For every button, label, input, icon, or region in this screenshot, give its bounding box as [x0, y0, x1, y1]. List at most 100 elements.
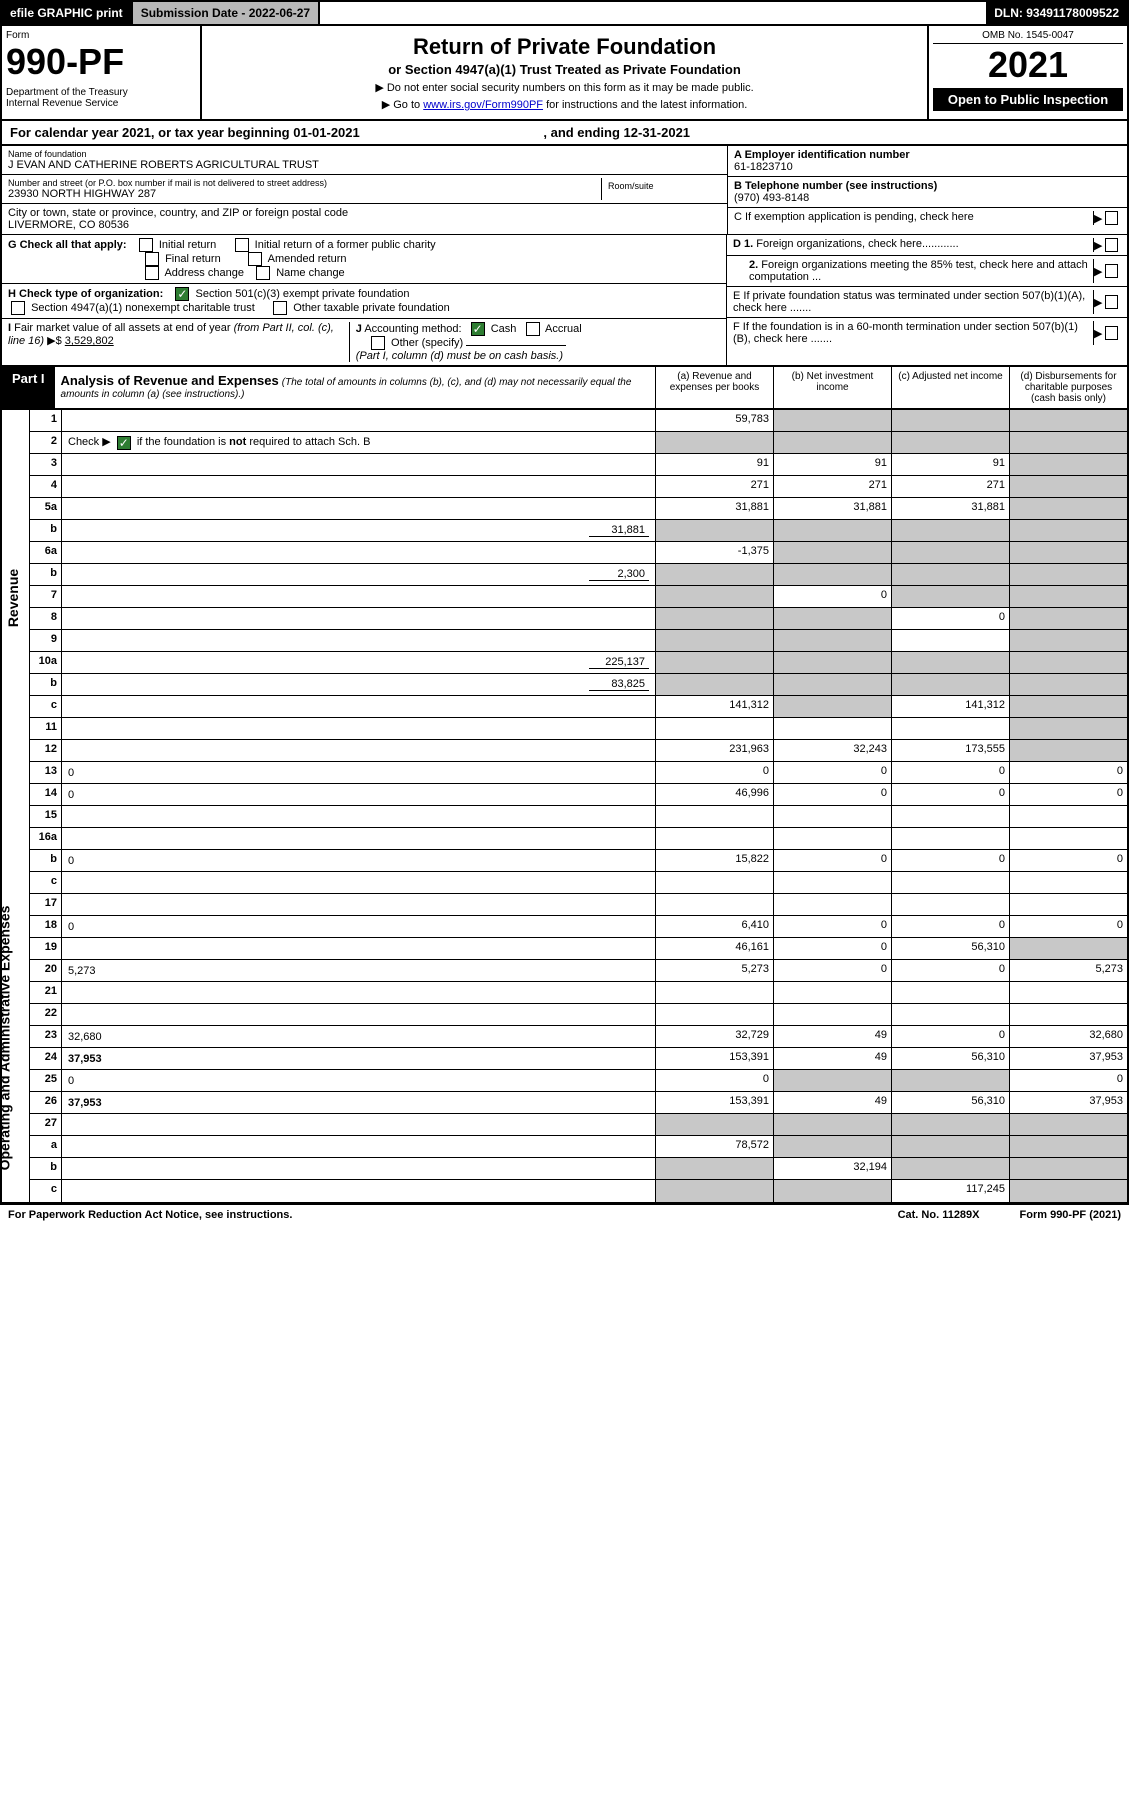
foundation-address: 23930 NORTH HIGHWAY 287: [8, 188, 601, 200]
g-initial-return[interactable]: [139, 238, 153, 252]
col-c-value: [891, 872, 1009, 893]
col-d-value: [1009, 652, 1127, 673]
g-address-change[interactable]: [145, 266, 159, 280]
col-d-value: 0: [1009, 762, 1127, 783]
line-number: 13: [30, 762, 62, 783]
col-b-value: [773, 872, 891, 893]
line-number: c: [30, 696, 62, 717]
col-a-value: 6,410: [655, 916, 773, 937]
line-number: 17: [30, 894, 62, 915]
col-a-value: -1,375: [655, 542, 773, 563]
table-row: 80: [30, 608, 1127, 630]
col-b-head: (b) Net investment income: [773, 367, 891, 408]
c-checkbox[interactable]: [1105, 211, 1118, 225]
footer-cat: Cat. No. 11289X: [898, 1209, 980, 1221]
col-a-value: [655, 674, 773, 695]
col-b-value: 271: [773, 476, 891, 497]
table-row: 16a: [30, 828, 1127, 850]
g-amended-return[interactable]: [248, 252, 262, 266]
col-d-value: [1009, 564, 1127, 585]
ein-row: A Employer identification number 61-1823…: [728, 146, 1127, 177]
schb-checkbox[interactable]: [117, 436, 131, 450]
col-d-value: 0: [1009, 1070, 1127, 1091]
line-desc: 2,300: [62, 564, 655, 585]
line-desc: [62, 1136, 655, 1157]
col-c-value: [891, 542, 1009, 563]
line-desc: [62, 718, 655, 739]
g-row: G Check all that apply: Initial return I…: [2, 235, 726, 284]
line-desc: [62, 608, 655, 629]
j-cash[interactable]: [471, 322, 485, 336]
g-initial-former[interactable]: [235, 238, 249, 252]
table-row: 1946,161056,310: [30, 938, 1127, 960]
table-row: b83,825: [30, 674, 1127, 696]
col-b-value: [773, 1136, 891, 1157]
col-b-value: 0: [773, 916, 891, 937]
instr-2: ▶ Go to www.irs.gov/Form990PF for instru…: [210, 98, 919, 111]
line-desc: [62, 806, 655, 827]
col-d-value: 0: [1009, 916, 1127, 937]
j-other[interactable]: [371, 336, 385, 350]
table-row: 1300000: [30, 762, 1127, 784]
col-c-value: [891, 1158, 1009, 1179]
line-desc: [62, 542, 655, 563]
table-row: b2,300: [30, 564, 1127, 586]
col-d-value: [1009, 454, 1127, 475]
col-d-value: [1009, 1158, 1127, 1179]
col-a-value: 46,996: [655, 784, 773, 805]
col-a-value: 91: [655, 454, 773, 475]
col-d-value: [1009, 542, 1127, 563]
line-desc: 37,953: [62, 1048, 655, 1069]
col-d-head: (d) Disbursements for charitable purpose…: [1009, 367, 1127, 408]
instr-1: ▶ Do not enter social security numbers o…: [210, 81, 919, 94]
g-final-return[interactable]: [145, 252, 159, 266]
col-b-value: [773, 674, 891, 695]
dept-label: Department of the TreasuryInternal Reven…: [6, 87, 196, 109]
line-number: c: [30, 1180, 62, 1202]
form-id-block: Form 990-PF Department of the TreasuryIn…: [2, 26, 202, 119]
part1-table: Revenue Operating and Administrative Exp…: [0, 410, 1129, 1204]
col-b-value: 49: [773, 1026, 891, 1047]
line-number: 8: [30, 608, 62, 629]
e-checkbox[interactable]: [1105, 295, 1118, 309]
line-desc: 32,680: [62, 1026, 655, 1047]
line-number: 9: [30, 630, 62, 651]
check-block: G Check all that apply: Initial return I…: [0, 235, 1129, 367]
table-row: 5a31,88131,88131,881: [30, 498, 1127, 520]
col-a-value: [655, 982, 773, 1003]
col-c-value: 0: [891, 762, 1009, 783]
d1-checkbox[interactable]: [1105, 238, 1118, 252]
col-c-value: [891, 1004, 1009, 1025]
col-d-value: [1009, 740, 1127, 761]
col-c-value: 91: [891, 454, 1009, 475]
form-subtitle: or Section 4947(a)(1) Trust Treated as P…: [210, 62, 919, 77]
part1-header: Part I Analysis of Revenue and Expenses …: [0, 367, 1129, 410]
address-row: Number and street (or P.O. box number if…: [2, 175, 727, 204]
d2-checkbox[interactable]: [1105, 264, 1118, 278]
line-number: 18: [30, 916, 62, 937]
j-accrual[interactable]: [526, 322, 540, 336]
dln-label: DLN: 93491178009522: [986, 2, 1127, 24]
col-c-value: [891, 630, 1009, 651]
tax-year: 2021: [933, 44, 1123, 86]
h-4947a1[interactable]: [11, 301, 25, 315]
h-other-taxable[interactable]: [273, 301, 287, 315]
col-c-value: 56,310: [891, 1092, 1009, 1113]
f-checkbox[interactable]: [1105, 326, 1118, 340]
col-c-value: 141,312: [891, 696, 1009, 717]
col-b-value: [773, 542, 891, 563]
line-desc: [62, 1180, 655, 1202]
g-name-change[interactable]: [256, 266, 270, 280]
col-a-value: 32,729: [655, 1026, 773, 1047]
line-number: 3: [30, 454, 62, 475]
h-501c3[interactable]: [175, 287, 189, 301]
line-number: 24: [30, 1048, 62, 1069]
irs-link[interactable]: www.irs.gov/Form990PF: [423, 99, 543, 111]
line-number: 7: [30, 586, 62, 607]
col-a-value: 46,161: [655, 938, 773, 959]
line-number: 10a: [30, 652, 62, 673]
col-d-value: [1009, 828, 1127, 849]
year-block: OMB No. 1545-0047 2021 Open to Public In…: [927, 26, 1127, 119]
f-row: F If the foundation is in a 60-month ter…: [727, 318, 1127, 348]
footer-left: For Paperwork Reduction Act Notice, see …: [8, 1209, 292, 1221]
